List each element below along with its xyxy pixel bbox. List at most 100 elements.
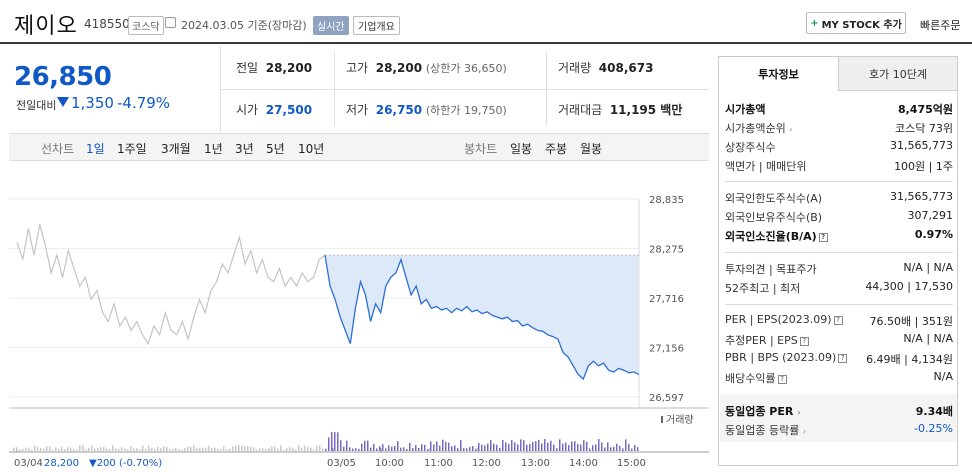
volume-bar: [589, 448, 591, 451]
candle-monthly[interactable]: 월봉: [580, 142, 603, 156]
volume-bar: [508, 444, 510, 451]
info-row: 동일업종 등락률 › -0.25%: [725, 422, 953, 437]
volume-bar: [199, 447, 201, 451]
volume-bar: [94, 449, 96, 451]
quick-order-link[interactable]: 빠른주문: [920, 19, 961, 32]
period-3y[interactable]: 3년: [235, 142, 254, 156]
volume-bar: [466, 448, 468, 451]
divider: [725, 252, 953, 253]
candle-daily[interactable]: 일봉: [510, 142, 533, 156]
change-label: 전일대비: [16, 99, 57, 112]
volume-bar: [226, 449, 228, 451]
period-3m[interactable]: 3개월: [161, 142, 191, 156]
industry-section: [720, 394, 957, 442]
volume-bar: [178, 449, 180, 451]
period-5y[interactable]: 5년: [266, 142, 285, 156]
volume-bar: [556, 448, 558, 451]
volume-bar: [283, 449, 285, 451]
volume-bar: [136, 448, 138, 451]
volume-bar: [40, 447, 42, 451]
volume-bar: [391, 446, 393, 451]
realtime-button[interactable]: 실시간: [313, 16, 349, 35]
volume-bar: [406, 448, 408, 451]
volume-bar: [145, 448, 147, 451]
period-1d[interactable]: 1일: [86, 142, 105, 156]
volume-bar: [148, 445, 150, 451]
volume-bar: [73, 449, 75, 451]
volume-bar: [163, 446, 165, 451]
prev-close: 전일 28,200: [236, 61, 313, 75]
volume-bar: [112, 445, 114, 451]
volume-bar: [616, 443, 618, 451]
volume-bar: [172, 448, 174, 451]
volume-bar: [469, 447, 471, 451]
divider: [725, 181, 953, 182]
volume-bar: [184, 447, 186, 451]
volume-bar: [607, 442, 609, 451]
tab-investment-info[interactable]: 투자정보: [719, 57, 839, 91]
volume-bar: [511, 439, 513, 451]
period-10y[interactable]: 10년: [298, 142, 325, 156]
volume-bar: [91, 445, 93, 451]
volume-bar: [82, 445, 84, 451]
help-icon[interactable]: ?: [833, 315, 843, 325]
volume-bar: [619, 445, 621, 451]
volume-bar: [349, 447, 351, 451]
info-row: 외국인소진율(B/A)? 0.97%: [725, 228, 953, 243]
volume-bar: [241, 445, 243, 451]
help-icon[interactable]: ?: [838, 353, 848, 363]
volume-bar: [490, 439, 492, 451]
help-icon[interactable]: ?: [818, 232, 828, 242]
period-1y[interactable]: 1년: [204, 142, 223, 156]
volume-bar: [463, 448, 465, 451]
x-tick-label: 10:00: [375, 458, 404, 469]
volume-bar: [559, 439, 561, 451]
volume-bar: [610, 447, 612, 451]
info-row: 시가총액순위 › 코스닥 73위: [725, 122, 953, 135]
change-value: 1,350: [71, 94, 114, 112]
volume-bar: [235, 445, 237, 451]
base-date: 2024.03.05 기준(장마감): [181, 19, 307, 32]
volume-bar: [49, 446, 51, 451]
tab-order-book[interactable]: 호가 10단계: [839, 57, 957, 91]
volume-bar: [403, 447, 405, 451]
volume-bar: [223, 446, 225, 451]
volume-bar: [526, 444, 528, 451]
volume-bar: [460, 440, 462, 451]
volume-bar: [412, 448, 414, 451]
period-1w[interactable]: 1주일: [117, 142, 147, 156]
volume-bar: [580, 444, 582, 451]
x-tick-label: 15:00: [617, 458, 646, 469]
change-rate: -4.79%: [117, 94, 171, 112]
volume-bar: [175, 447, 177, 451]
volume-bar: [505, 442, 507, 451]
volume-bar: [376, 448, 378, 451]
volume-bar: [481, 444, 483, 451]
company-info-button[interactable]: 기업개요: [353, 16, 400, 35]
volume-bar: [487, 443, 489, 451]
x-tick-label: 13:00: [521, 458, 550, 469]
volume-bar: [427, 448, 429, 451]
volume-bar: [568, 445, 570, 451]
candle-weekly[interactable]: 주봉: [545, 142, 568, 156]
info-row: 외국인한도주식수(A) 31,565,773: [725, 190, 953, 205]
volume-bar: [577, 443, 579, 451]
volume-bar: [484, 445, 486, 451]
volume-bar: [307, 447, 309, 451]
volume-bar: [496, 444, 498, 451]
volume-bar: [31, 449, 33, 451]
volume-bar: [331, 431, 333, 451]
volume-bar: [13, 447, 15, 451]
volume-bar: [448, 442, 450, 451]
help-icon[interactable]: ?: [777, 374, 787, 384]
volume-bar: [604, 447, 606, 451]
volume-bar: [190, 446, 192, 451]
volume-bar: [61, 446, 63, 451]
help-icon[interactable]: ?: [799, 336, 809, 346]
volume-bar: [313, 449, 315, 451]
volume-bar: [256, 449, 258, 451]
my-stock-add-button[interactable]: + MY STOCK 추가: [806, 12, 906, 34]
volume-bar: [445, 441, 447, 451]
chevron-right-icon: ›: [789, 125, 793, 134]
volume-bar: [67, 447, 69, 451]
